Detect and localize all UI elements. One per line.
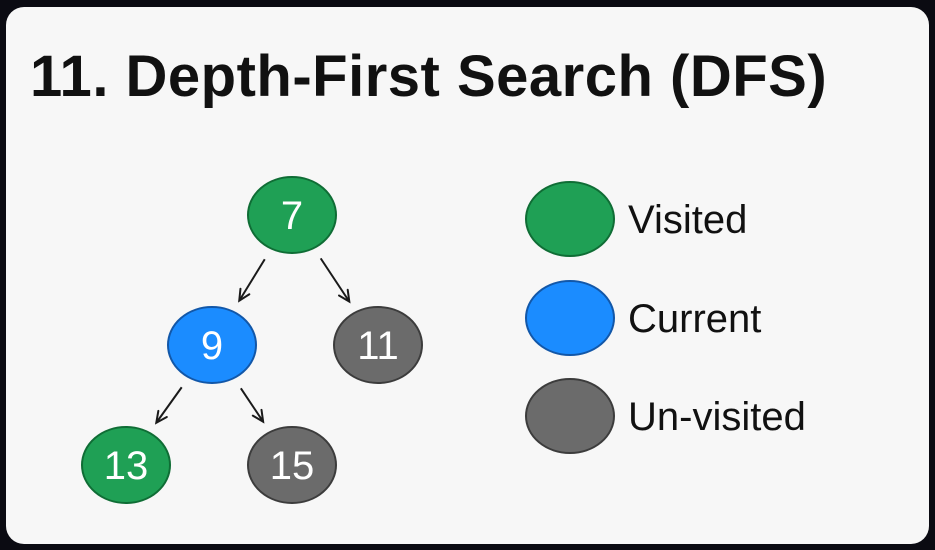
node-circle (247, 176, 337, 254)
legend-swatch (525, 280, 615, 356)
node-label: 11 (357, 324, 399, 368)
tree-nodes: 7 9 11 13 15 (81, 176, 423, 504)
slide-card: 11. Depth-First Search (DFS) 7 9 11 13 15 Vi… (6, 7, 929, 544)
arrowhead-icon (238, 287, 251, 303)
legend: Visited Current Un-visited (525, 181, 806, 454)
legend-item-unvisited: Un-visited (525, 378, 806, 454)
node-circle (81, 426, 171, 504)
tree-edge (238, 258, 266, 303)
legend-label: Current (628, 297, 761, 341)
tree-node-15: 15 (247, 426, 337, 504)
arrowhead-icon (154, 409, 168, 425)
tree-node-13: 13 (81, 426, 171, 504)
tree-edge (240, 387, 265, 424)
node-circle (333, 306, 423, 384)
arrowhead-icon (251, 408, 265, 424)
dfs-tree-diagram: 7 9 11 13 15 Visited Current Un-visited (81, 176, 806, 504)
tree-edge (154, 386, 183, 425)
node-label: 13 (104, 444, 149, 488)
tree-edges (154, 257, 351, 425)
tree-node-11: 11 (333, 306, 423, 384)
tree-node-9: 9 (167, 306, 257, 384)
legend-item-current: Current (525, 280, 761, 356)
legend-swatch (525, 181, 615, 257)
tree-node-7: 7 (247, 176, 337, 254)
legend-item-visited: Visited (525, 181, 747, 257)
node-label: 15 (270, 444, 315, 488)
node-label: 7 (281, 194, 303, 238)
node-circle (167, 306, 257, 384)
legend-swatch (525, 378, 615, 454)
slide-title: 11. Depth-First Search (DFS) (30, 44, 828, 109)
arrowhead-icon (337, 288, 351, 304)
legend-label: Visited (628, 198, 747, 242)
node-circle (247, 426, 337, 504)
node-label: 9 (201, 324, 223, 368)
legend-label: Un-visited (628, 395, 806, 439)
tree-edge (319, 257, 351, 304)
